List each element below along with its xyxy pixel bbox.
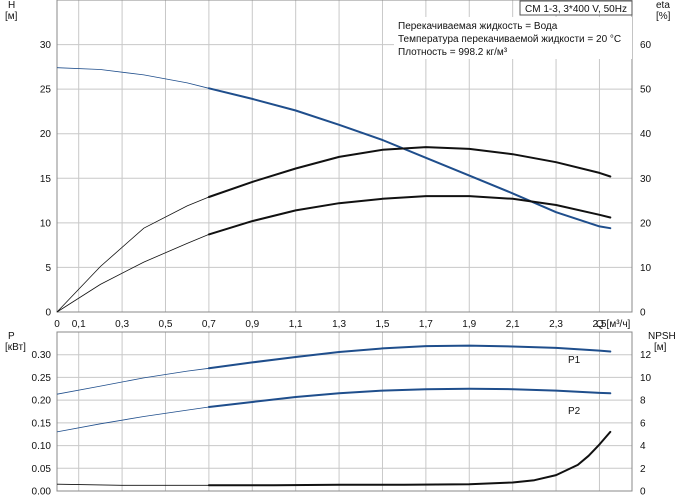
top-right-tick-label: 40 <box>640 129 652 140</box>
note-liquid: Перекачиваемая жидкость = Вода <box>398 21 558 32</box>
top-x-tick-label: 1,3 <box>332 319 346 330</box>
top-left-tick-label: 30 <box>40 40 52 51</box>
bottom-right-tick-label: 0 <box>640 487 646 498</box>
bottom-left-tick-label: 0.30 <box>32 350 52 361</box>
bottom-right-tick-label: 4 <box>640 441 646 452</box>
bottom-left-tick-label: 0.25 <box>32 373 52 384</box>
bottom-plot-area <box>57 332 632 491</box>
top-x-tick-label: 0,1 <box>72 319 86 330</box>
top-x-tick-label: 2,1 <box>506 319 520 330</box>
bottom-left-tick-label: 0.05 <box>32 464 52 475</box>
bottom-right-tick-label: 6 <box>640 418 646 429</box>
top-x-tick-label: 0,9 <box>245 319 259 330</box>
top-left-axis-label: H <box>8 0 15 11</box>
top-x-tick-label: 0 <box>54 319 60 330</box>
notes-background <box>394 17 632 59</box>
top-left-tick-label: 5 <box>45 263 51 274</box>
series-label-p2: P2 <box>568 406 581 417</box>
top-right-tick-label: 60 <box>640 40 652 51</box>
top-x-tick-label: 1,1 <box>289 319 303 330</box>
top-series-3-line <box>207 146 612 198</box>
bottom-left-tick-label: 0.00 <box>32 487 52 498</box>
bottom-series-p1-line <box>207 344 612 370</box>
bottom-series-p1-line-extrapolated <box>56 367 209 395</box>
top-left-tick-label: 15 <box>40 174 52 185</box>
top-left-tick-label: 20 <box>40 129 52 140</box>
bottom-right-tick-label: 10 <box>640 373 652 384</box>
top-right-tick-label: 0 <box>640 308 646 319</box>
bottom-series-p2-line-extrapolated <box>56 406 209 433</box>
top-plot-frame <box>56 0 633 313</box>
top-left-tick-label: 0 <box>45 308 51 319</box>
bottom-left-axis-label: P <box>8 331 15 342</box>
bottom-right-tick-label: 12 <box>640 350 652 361</box>
top-series-2-line-extrapolated <box>56 234 210 313</box>
top-right-tick-label: 30 <box>640 174 652 185</box>
top-series-1-line-extrapolated <box>56 67 209 89</box>
bottom-series-p2-line <box>207 387 612 408</box>
x-axis-label: Q [м³/ч] <box>596 319 631 330</box>
top-left-tick-label: 25 <box>40 85 52 96</box>
bottom-right-axis-label: NPSH <box>648 331 676 342</box>
top-right-axis-label: eta <box>656 0 670 11</box>
top-series-2-line <box>207 195 612 236</box>
note-temperature: Температура перекачиваемой жидкости = 20… <box>398 34 621 45</box>
top-left-axis-unit: [м] <box>5 11 18 22</box>
top-series-3-line-extrapolated <box>56 196 210 313</box>
top-right-axis-unit: [%] <box>656 11 671 22</box>
bottom-right-axis-unit: [м] <box>654 342 667 353</box>
top-series-1-line <box>207 87 612 230</box>
top-x-tick-label: 2,5 <box>592 319 606 330</box>
chart-title: CM 1-3, 3*400 V, 50Hz <box>525 4 627 15</box>
series-label-p1: P1 <box>568 355 581 366</box>
top-right-tick-label: 50 <box>640 85 652 96</box>
top-x-tick-label: 2,3 <box>549 319 563 330</box>
bottom-left-axis-unit: [кВт] <box>5 342 26 353</box>
top-left-tick-label: 10 <box>40 218 52 229</box>
bottom-plot-frame <box>56 331 633 492</box>
top-x-tick-label: 0,5 <box>159 319 173 330</box>
bottom-right-tick-label: 8 <box>640 396 646 407</box>
title-box <box>519 0 633 16</box>
top-x-tick-label: 0,3 <box>115 319 129 330</box>
bottom-series-3-line-extrapolated <box>56 483 209 486</box>
bottom-left-tick-label: 0.20 <box>32 396 52 407</box>
top-x-tick-label: 1,5 <box>376 319 390 330</box>
bottom-left-tick-label: 0.15 <box>32 418 52 429</box>
note-density: Плотность = 998.2 кг/м³ <box>398 47 508 58</box>
top-x-tick-label: 1,7 <box>419 319 433 330</box>
top-right-tick-label: 10 <box>640 263 652 274</box>
top-x-tick-label: 1,9 <box>462 319 476 330</box>
power-npsh-plot: 0.00 0.05 0.10 0.15 0.20 0.25 0.30 0 2 4 6 8 10 12 <box>32 331 652 498</box>
bottom-series-3-line <box>207 430 612 487</box>
bottom-right-tick-label: 2 <box>640 464 646 475</box>
top-right-tick-label: 20 <box>640 218 652 229</box>
bottom-left-tick-label: 0.10 <box>32 441 52 452</box>
top-x-tick-label: 0,7 <box>202 319 216 330</box>
